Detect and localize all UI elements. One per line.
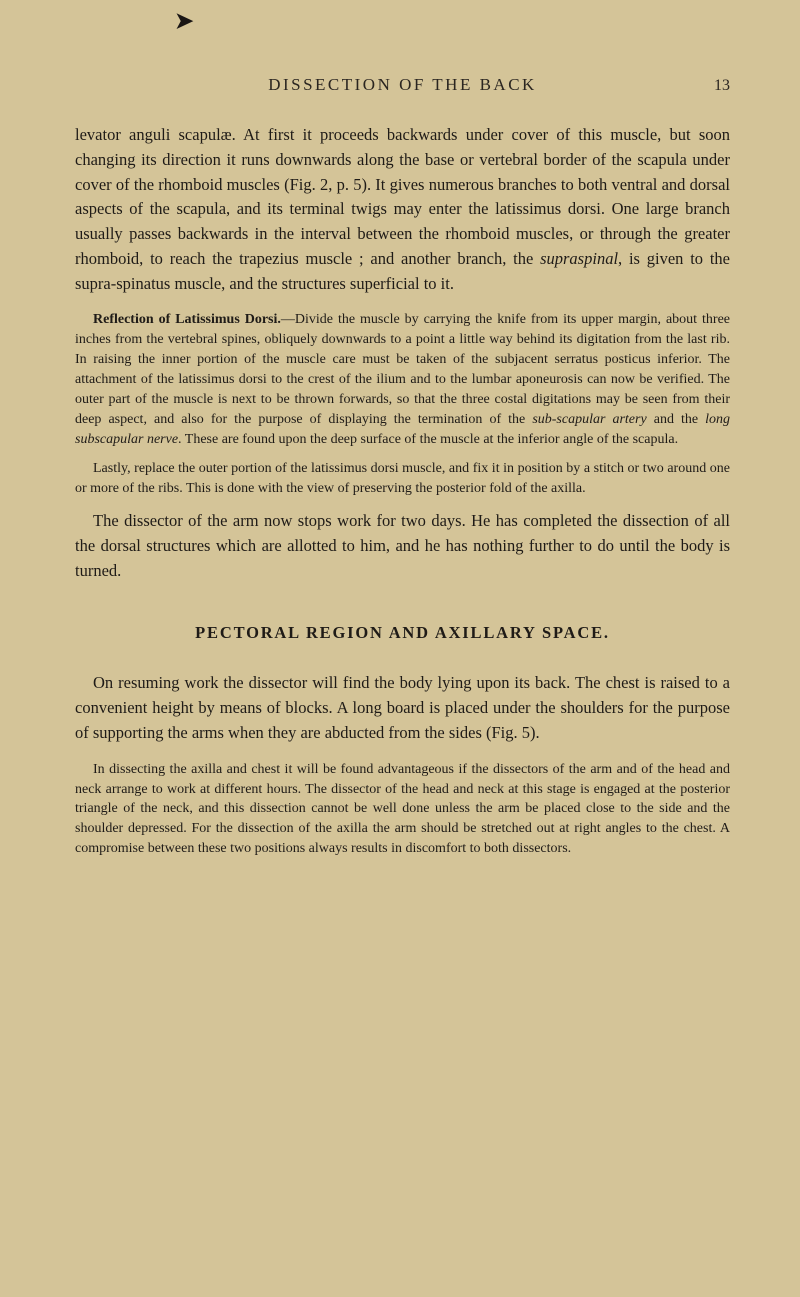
paragraph-text: In dissecting the axilla and chest it wi… — [75, 762, 730, 857]
small-paragraph-dissecting: In dissecting the axilla and chest it wi… — [75, 760, 730, 859]
running-head: DISSECTION OF THE BACK — [268, 75, 537, 95]
paragraph-heading: Reflection of Latissimus Dorsi. — [93, 312, 281, 327]
body-paragraph-resuming: On resuming work the dissector will find… — [75, 671, 730, 745]
page-header: DISSECTION OF THE BACK 13 — [75, 75, 730, 95]
page-marker: ➤ — [175, 8, 193, 34]
body-paragraph-1: levator anguli scapulæ. At first it proc… — [75, 123, 730, 296]
small-paragraph-lastly: Lastly, replace the outer portion of the… — [75, 459, 730, 499]
body-paragraph-dissector: The dissector of the arm now stops work … — [75, 509, 730, 583]
italic-term: sub-scapular artery — [532, 412, 646, 427]
small-paragraph-reflection: Reflection of Latissimus Dorsi.—Divide t… — [75, 310, 730, 449]
paragraph-text: The dissector of the arm now stops work … — [75, 511, 730, 580]
paragraph-text: . These are found upon the deep surface … — [178, 432, 678, 447]
page-number: 13 — [714, 77, 730, 95]
paragraph-text: levator anguli scapulæ. At first it proc… — [75, 125, 730, 268]
paragraph-text: and the — [647, 412, 705, 427]
italic-term: supraspinal — [540, 249, 618, 268]
paragraph-text: On resuming work the dissector will find… — [75, 673, 730, 742]
paragraph-text: Lastly, replace the outer portion of the… — [75, 461, 730, 496]
section-heading-pectoral: PECTORAL REGION AND AXILLARY SPACE. — [75, 623, 730, 643]
paragraph-text: —Divide the muscle by carrying the knife… — [75, 312, 730, 426]
